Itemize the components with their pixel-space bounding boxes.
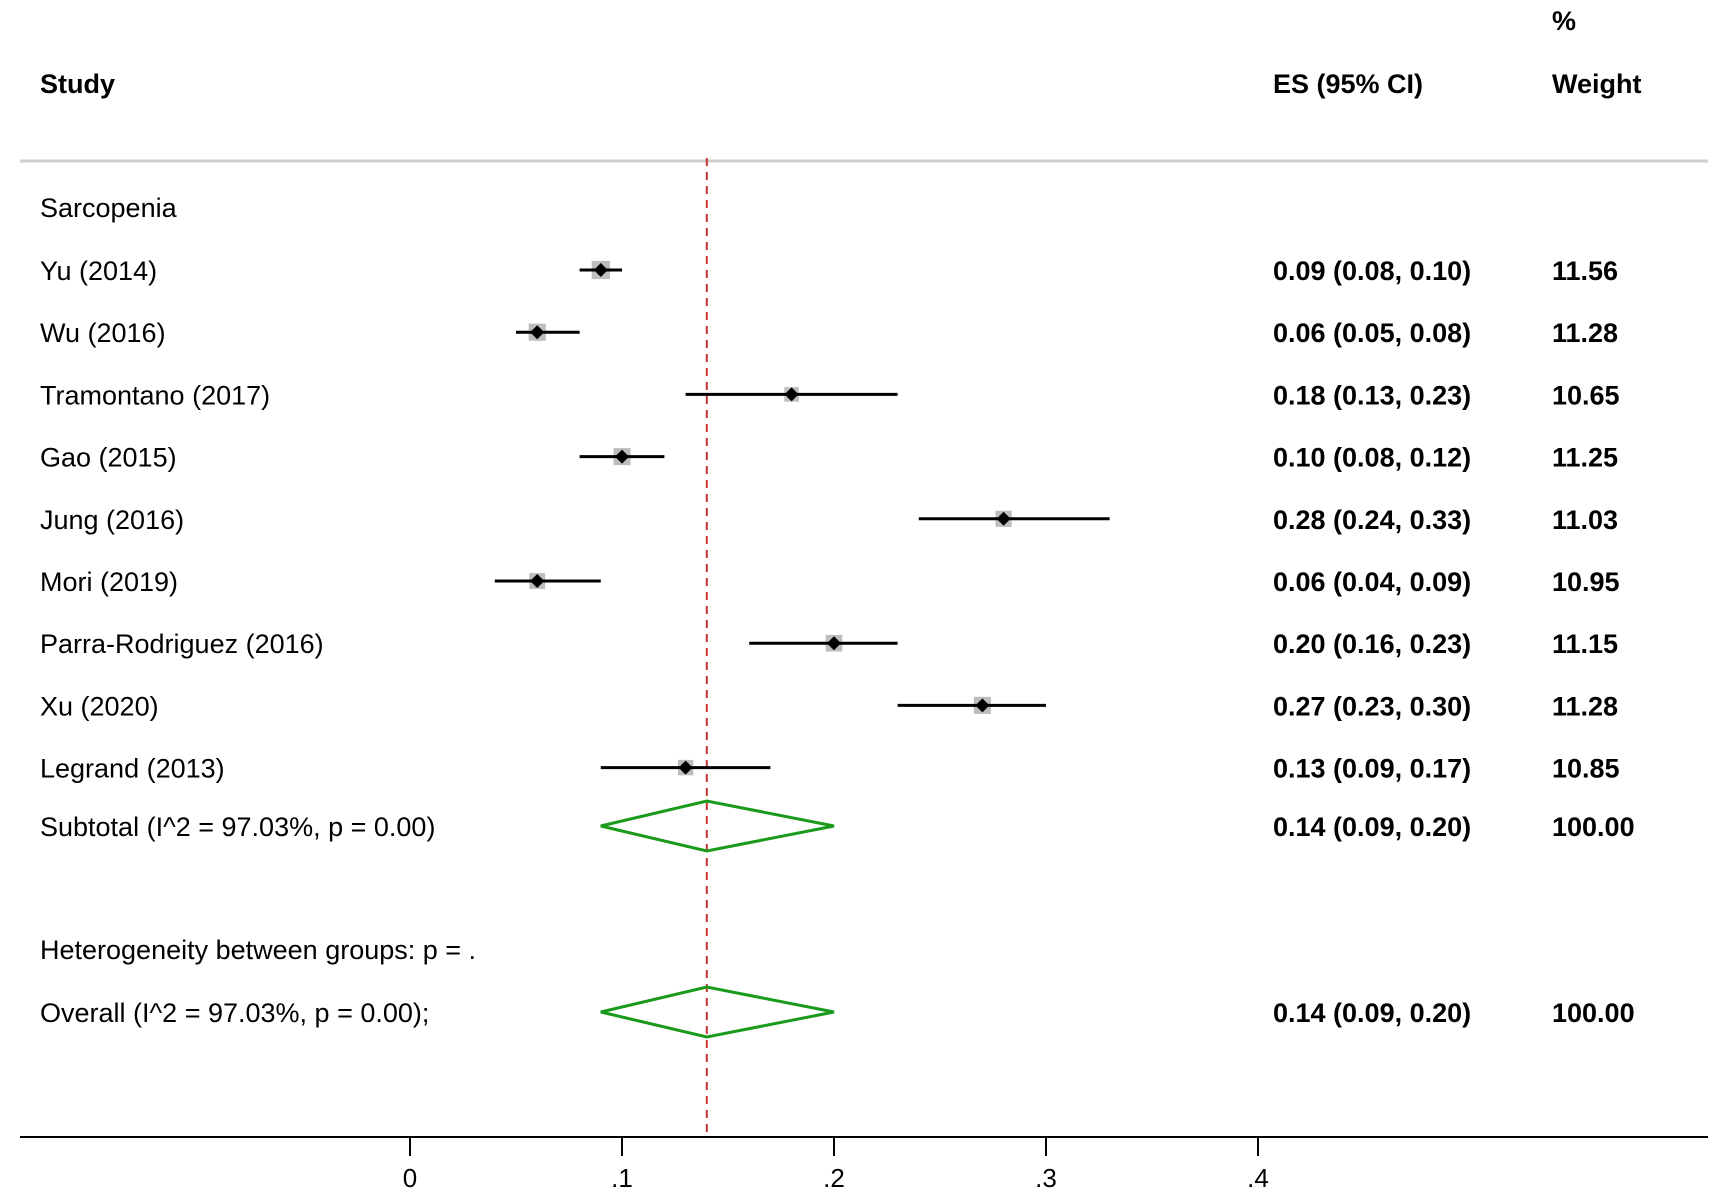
study-point [593, 263, 608, 277]
chart-marks [494, 158, 1110, 1137]
header-es: ES (95% CI) [1273, 69, 1423, 99]
study-label: Mori (2019) [40, 567, 178, 597]
overall-es: 0.14 (0.09, 0.20) [1273, 998, 1471, 1028]
study-point [996, 511, 1011, 526]
header-study: Study [40, 69, 115, 99]
study-es: 0.06 (0.04, 0.09) [1273, 567, 1471, 597]
subtotal-weight: 100.00 [1552, 812, 1635, 842]
study-point [975, 698, 990, 713]
study-es: 0.28 (0.24, 0.33) [1273, 505, 1471, 535]
subtotal-label: Subtotal (I^2 = 97.03%, p = 0.00) [40, 812, 435, 842]
study-es: 0.10 (0.08, 0.12) [1273, 443, 1471, 473]
overall-label: Overall (I^2 = 97.03%, p = 0.00); [40, 998, 429, 1028]
study-label: Xu (2020) [40, 691, 159, 721]
overall-diamond [600, 985, 835, 1039]
study-weight: 10.85 [1552, 754, 1620, 784]
study-label: Yu (2014) [40, 256, 157, 286]
subtotal-es: 0.14 (0.09, 0.20) [1273, 812, 1471, 842]
heterogeneity-label: Heterogeneity between groups: p = . [40, 935, 476, 965]
x-axis-ticks: 0 .1 .2 .3 .4 [403, 1137, 1269, 1193]
subtotal-diamond [600, 799, 835, 853]
study-weight: 11.25 [1552, 443, 1618, 473]
study-weight: 11.15 [1552, 629, 1618, 659]
study-point [678, 760, 693, 775]
study-es: 0.09 (0.08, 0.10) [1273, 256, 1471, 286]
study-weight: 10.95 [1552, 567, 1620, 597]
study-point [784, 387, 799, 402]
study-es: 0.13 (0.09, 0.17) [1273, 754, 1471, 784]
study-es: 0.20 (0.16, 0.23) [1273, 629, 1471, 659]
overall-weight: 100.00 [1552, 998, 1635, 1028]
x-tick-label: .2 [823, 1163, 845, 1193]
study-point [615, 449, 629, 464]
study-label: Parra-Rodriguez (2016) [40, 629, 324, 659]
study-rows: Yu (2014) 0.09 (0.08, 0.10) 11.56 Wu (2016)… [40, 256, 1620, 784]
study-point [530, 325, 545, 340]
x-tick-label: .1 [611, 1163, 633, 1193]
header-weight-percent: % [1552, 6, 1576, 36]
study-weight: 11.56 [1552, 256, 1618, 286]
study-label: Jung (2016) [40, 505, 184, 535]
x-tick-label: .4 [1247, 1163, 1269, 1193]
study-weight: 10.65 [1552, 380, 1620, 410]
study-point [827, 636, 841, 651]
study-weight: 11.03 [1552, 505, 1618, 535]
study-point [530, 574, 545, 588]
study-label: Wu (2016) [40, 318, 166, 348]
x-tick-label: 0 [403, 1163, 417, 1193]
study-label: Gao (2015) [40, 443, 177, 473]
study-weight: 11.28 [1552, 318, 1618, 348]
study-weight: 11.28 [1552, 691, 1618, 721]
study-es: 0.06 (0.05, 0.08) [1273, 318, 1471, 348]
x-tick-label: .3 [1035, 1163, 1057, 1193]
study-label: Tramontano (2017) [40, 380, 270, 410]
study-es: 0.18 (0.13, 0.23) [1273, 380, 1471, 410]
group-label: Sarcopenia [40, 193, 178, 223]
study-label: Legrand (2013) [40, 754, 225, 784]
study-es: 0.27 (0.23, 0.30) [1273, 691, 1471, 721]
header-weight: Weight [1552, 69, 1642, 99]
